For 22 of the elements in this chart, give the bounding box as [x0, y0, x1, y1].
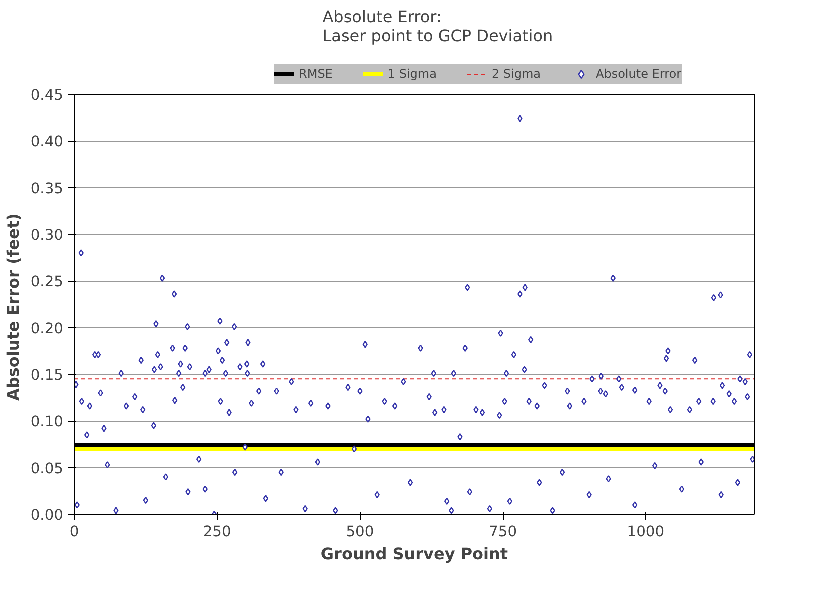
x-tick-label: 1000	[627, 524, 665, 540]
y-tick-label: 0.15	[30, 367, 64, 384]
y-tick-label: 0.30	[30, 227, 64, 244]
x-tick-label: 750	[489, 524, 518, 540]
legend-label: RMSE	[299, 67, 333, 81]
y-tick-label: 0.45	[30, 87, 64, 104]
legend-label: 2 Sigma	[492, 67, 542, 81]
x-tick-label: 0	[70, 524, 80, 540]
x-tick-label: 250	[203, 524, 232, 540]
y-tick-label: 0.25	[30, 274, 64, 291]
y-tick-label: 0.40	[30, 134, 64, 151]
y-axis-title: Absolute Error (feet)	[4, 214, 23, 401]
legend-label: 1 Sigma	[388, 67, 437, 81]
y-tick-label: 0.00	[30, 507, 64, 524]
x-tick-label: 500	[346, 524, 374, 540]
chart-title: Absolute Error: Laser point to GCP Deviation	[322, 8, 554, 46]
y-tick-label: 0.20	[30, 320, 64, 338]
y-tick-label: 0.10	[30, 414, 64, 431]
x-axis-title: Ground Survey Point	[320, 544, 508, 564]
legend-label: Absolute Error	[596, 67, 682, 81]
y-tick-label: 0.05	[30, 460, 64, 478]
y-tick-label: 0.35	[30, 180, 64, 198]
